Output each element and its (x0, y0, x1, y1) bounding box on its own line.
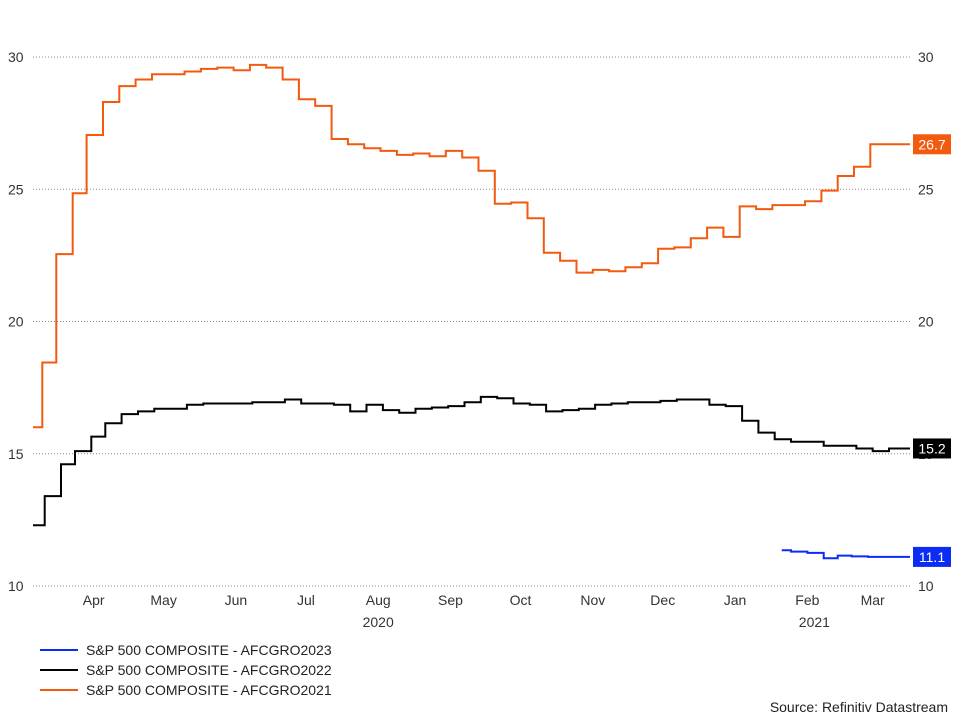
x-tick-label: Jun (225, 592, 248, 608)
last-value-label: 26.7 (918, 136, 945, 152)
y-tick-label-right: 20 (918, 314, 934, 330)
x-axis-ticks: Apr May Jun Jul Aug Sep Oct Nov Dec Jan Feb Mar 2020… (83, 592, 885, 630)
last-value-label: 11.1 (919, 549, 945, 565)
legend-swatch (40, 669, 78, 671)
legend-item: S&P 500 COMPOSITE - AFCGRO2022 (40, 660, 332, 680)
legend-swatch (40, 649, 78, 651)
legend-item: S&P 500 COMPOSITE - AFCGRO2021 (40, 680, 332, 700)
x-year-label: 2021 (799, 614, 830, 630)
x-tick-label: Jul (297, 592, 315, 608)
y-tick-label-left: 10 (8, 578, 24, 594)
last-value-box (913, 546, 951, 567)
last-value-box (913, 438, 951, 459)
last-value-labels: 11.1 15.2 26.7 (913, 134, 951, 567)
x-tick-label: Dec (650, 592, 675, 608)
last-value-label: 15.2 (918, 440, 945, 456)
x-tick-label: Jan (724, 592, 747, 608)
legend-item: S&P 500 COMPOSITE - AFCGRO2023 (40, 640, 332, 660)
x-tick-label: May (150, 592, 176, 608)
y-tick-label-left: 25 (8, 181, 24, 197)
x-year-label: 2020 (363, 614, 394, 630)
series-line (33, 395, 910, 527)
series-line (33, 63, 910, 429)
y-tick-label-right: 10 (918, 578, 934, 594)
x-tick-label: Oct (510, 592, 532, 608)
y-tick-label-left: 15 (8, 446, 24, 462)
legend-label: S&P 500 COMPOSITE - AFCGRO2021 (86, 682, 332, 698)
series-line (781, 549, 910, 560)
last-value-box (913, 134, 951, 155)
series-lines (33, 63, 910, 560)
x-tick-label: Feb (795, 592, 819, 608)
y-tick-label-right: 30 (918, 49, 934, 65)
x-tick-label: Apr (83, 592, 105, 608)
x-tick-label: Aug (366, 592, 391, 608)
line-chart: 10 15 20 25 30 10 15 20 25 30 Apr May Jun Jul Aug Sep… (8, 49, 951, 630)
gridlines (33, 56, 910, 587)
y-tick-label-right: 25 (918, 181, 934, 197)
source-note: Source: Refinitiv Datastream (769, 699, 948, 715)
y-axis-left-ticks: 10 15 20 25 30 (8, 49, 24, 594)
y-tick-label-left: 30 (8, 49, 24, 65)
legend-label: S&P 500 COMPOSITE - AFCGRO2022 (86, 662, 332, 678)
x-tick-label: Sep (438, 592, 463, 608)
legend: S&P 500 COMPOSITE - AFCGRO2023 S&P 500 C… (40, 640, 332, 700)
x-tick-label: Mar (861, 592, 885, 608)
x-tick-label: Nov (580, 592, 605, 608)
legend-label: S&P 500 COMPOSITE - AFCGRO2023 (86, 642, 332, 658)
y-tick-label-left: 20 (8, 314, 24, 330)
legend-swatch (40, 689, 78, 691)
